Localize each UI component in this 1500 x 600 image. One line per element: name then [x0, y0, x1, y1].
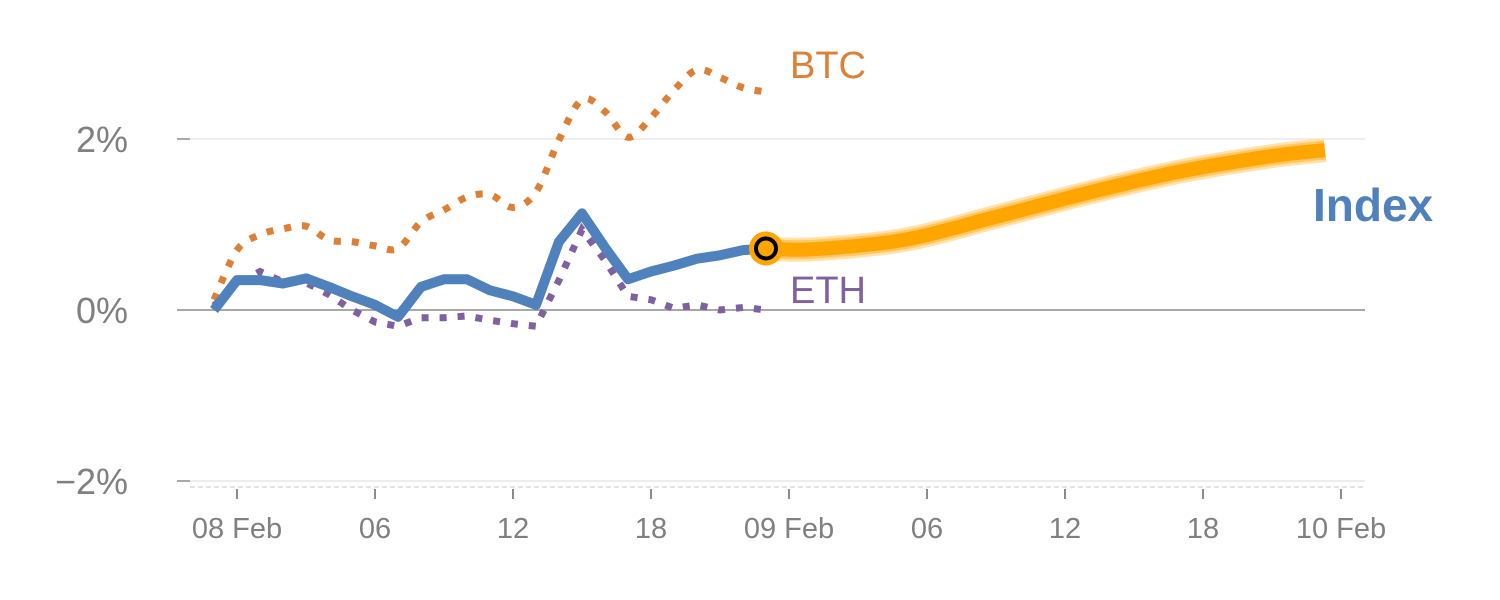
x-tick-label: 18 [635, 513, 667, 545]
current-value-marker-ring [754, 236, 778, 261]
btc-line [210, 65, 767, 302]
index-line [210, 208, 767, 322]
series-lines [210, 65, 1327, 330]
x-tick-label: 10 Feb [1296, 513, 1386, 545]
y-tick-label: 2% [76, 119, 128, 160]
series-labels: BTC ETH Index [790, 45, 1434, 312]
series-label-btc: BTC [790, 45, 866, 87]
y-axis: 2% 0% −2% [55, 119, 190, 502]
x-tick-label: 06 [359, 513, 391, 545]
y-tick-label: 0% [76, 290, 128, 331]
x-axis: 08 Feb 06 12 18 09 Feb 06 12 18 10 Feb [190, 486, 1386, 545]
series-label-eth: ETH [790, 270, 866, 312]
series-label-index: Index [1313, 179, 1434, 231]
index-forecast-line [765, 143, 1326, 257]
x-tick-label: 12 [1049, 513, 1081, 545]
y-tick-label: −2% [55, 461, 128, 502]
x-tick-label: 18 [1187, 513, 1219, 545]
grid [190, 138, 1365, 482]
x-tick-label: 06 [911, 513, 943, 545]
x-tick-label: 09 Feb [744, 513, 834, 545]
x-tick-label: 08 Feb [192, 513, 282, 545]
x-tick-label: 12 [497, 513, 529, 545]
